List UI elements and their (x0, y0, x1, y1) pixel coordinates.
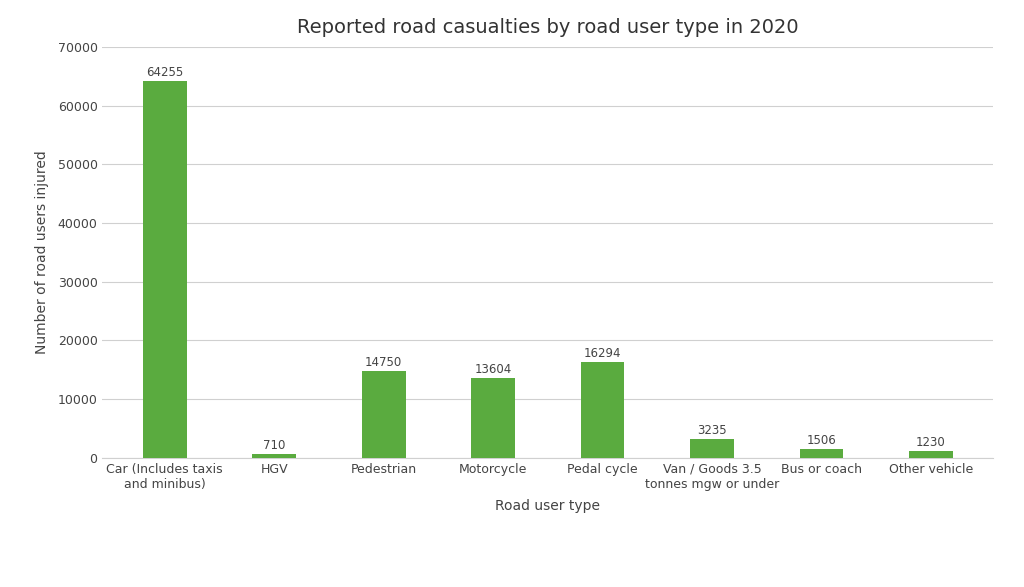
Text: 1506: 1506 (807, 434, 837, 447)
Text: 1230: 1230 (916, 436, 946, 448)
Bar (252, 454, 296, 458)
Text: 710: 710 (263, 438, 286, 451)
Bar (143, 80, 186, 458)
Bar (909, 451, 952, 458)
Y-axis label: Number of road users injured: Number of road users injured (35, 150, 49, 355)
Text: 16294: 16294 (584, 347, 622, 360)
Bar (581, 362, 625, 458)
Bar (471, 378, 515, 458)
Bar (361, 372, 406, 458)
Text: 3235: 3235 (697, 424, 727, 437)
Bar (800, 449, 844, 458)
X-axis label: Road user type: Road user type (496, 499, 600, 513)
Text: 13604: 13604 (474, 363, 512, 376)
Title: Reported road casualties by road user type in 2020: Reported road casualties by road user ty… (297, 18, 799, 37)
Text: 14750: 14750 (365, 356, 402, 369)
Bar (690, 439, 734, 458)
Text: 64255: 64255 (146, 66, 183, 79)
